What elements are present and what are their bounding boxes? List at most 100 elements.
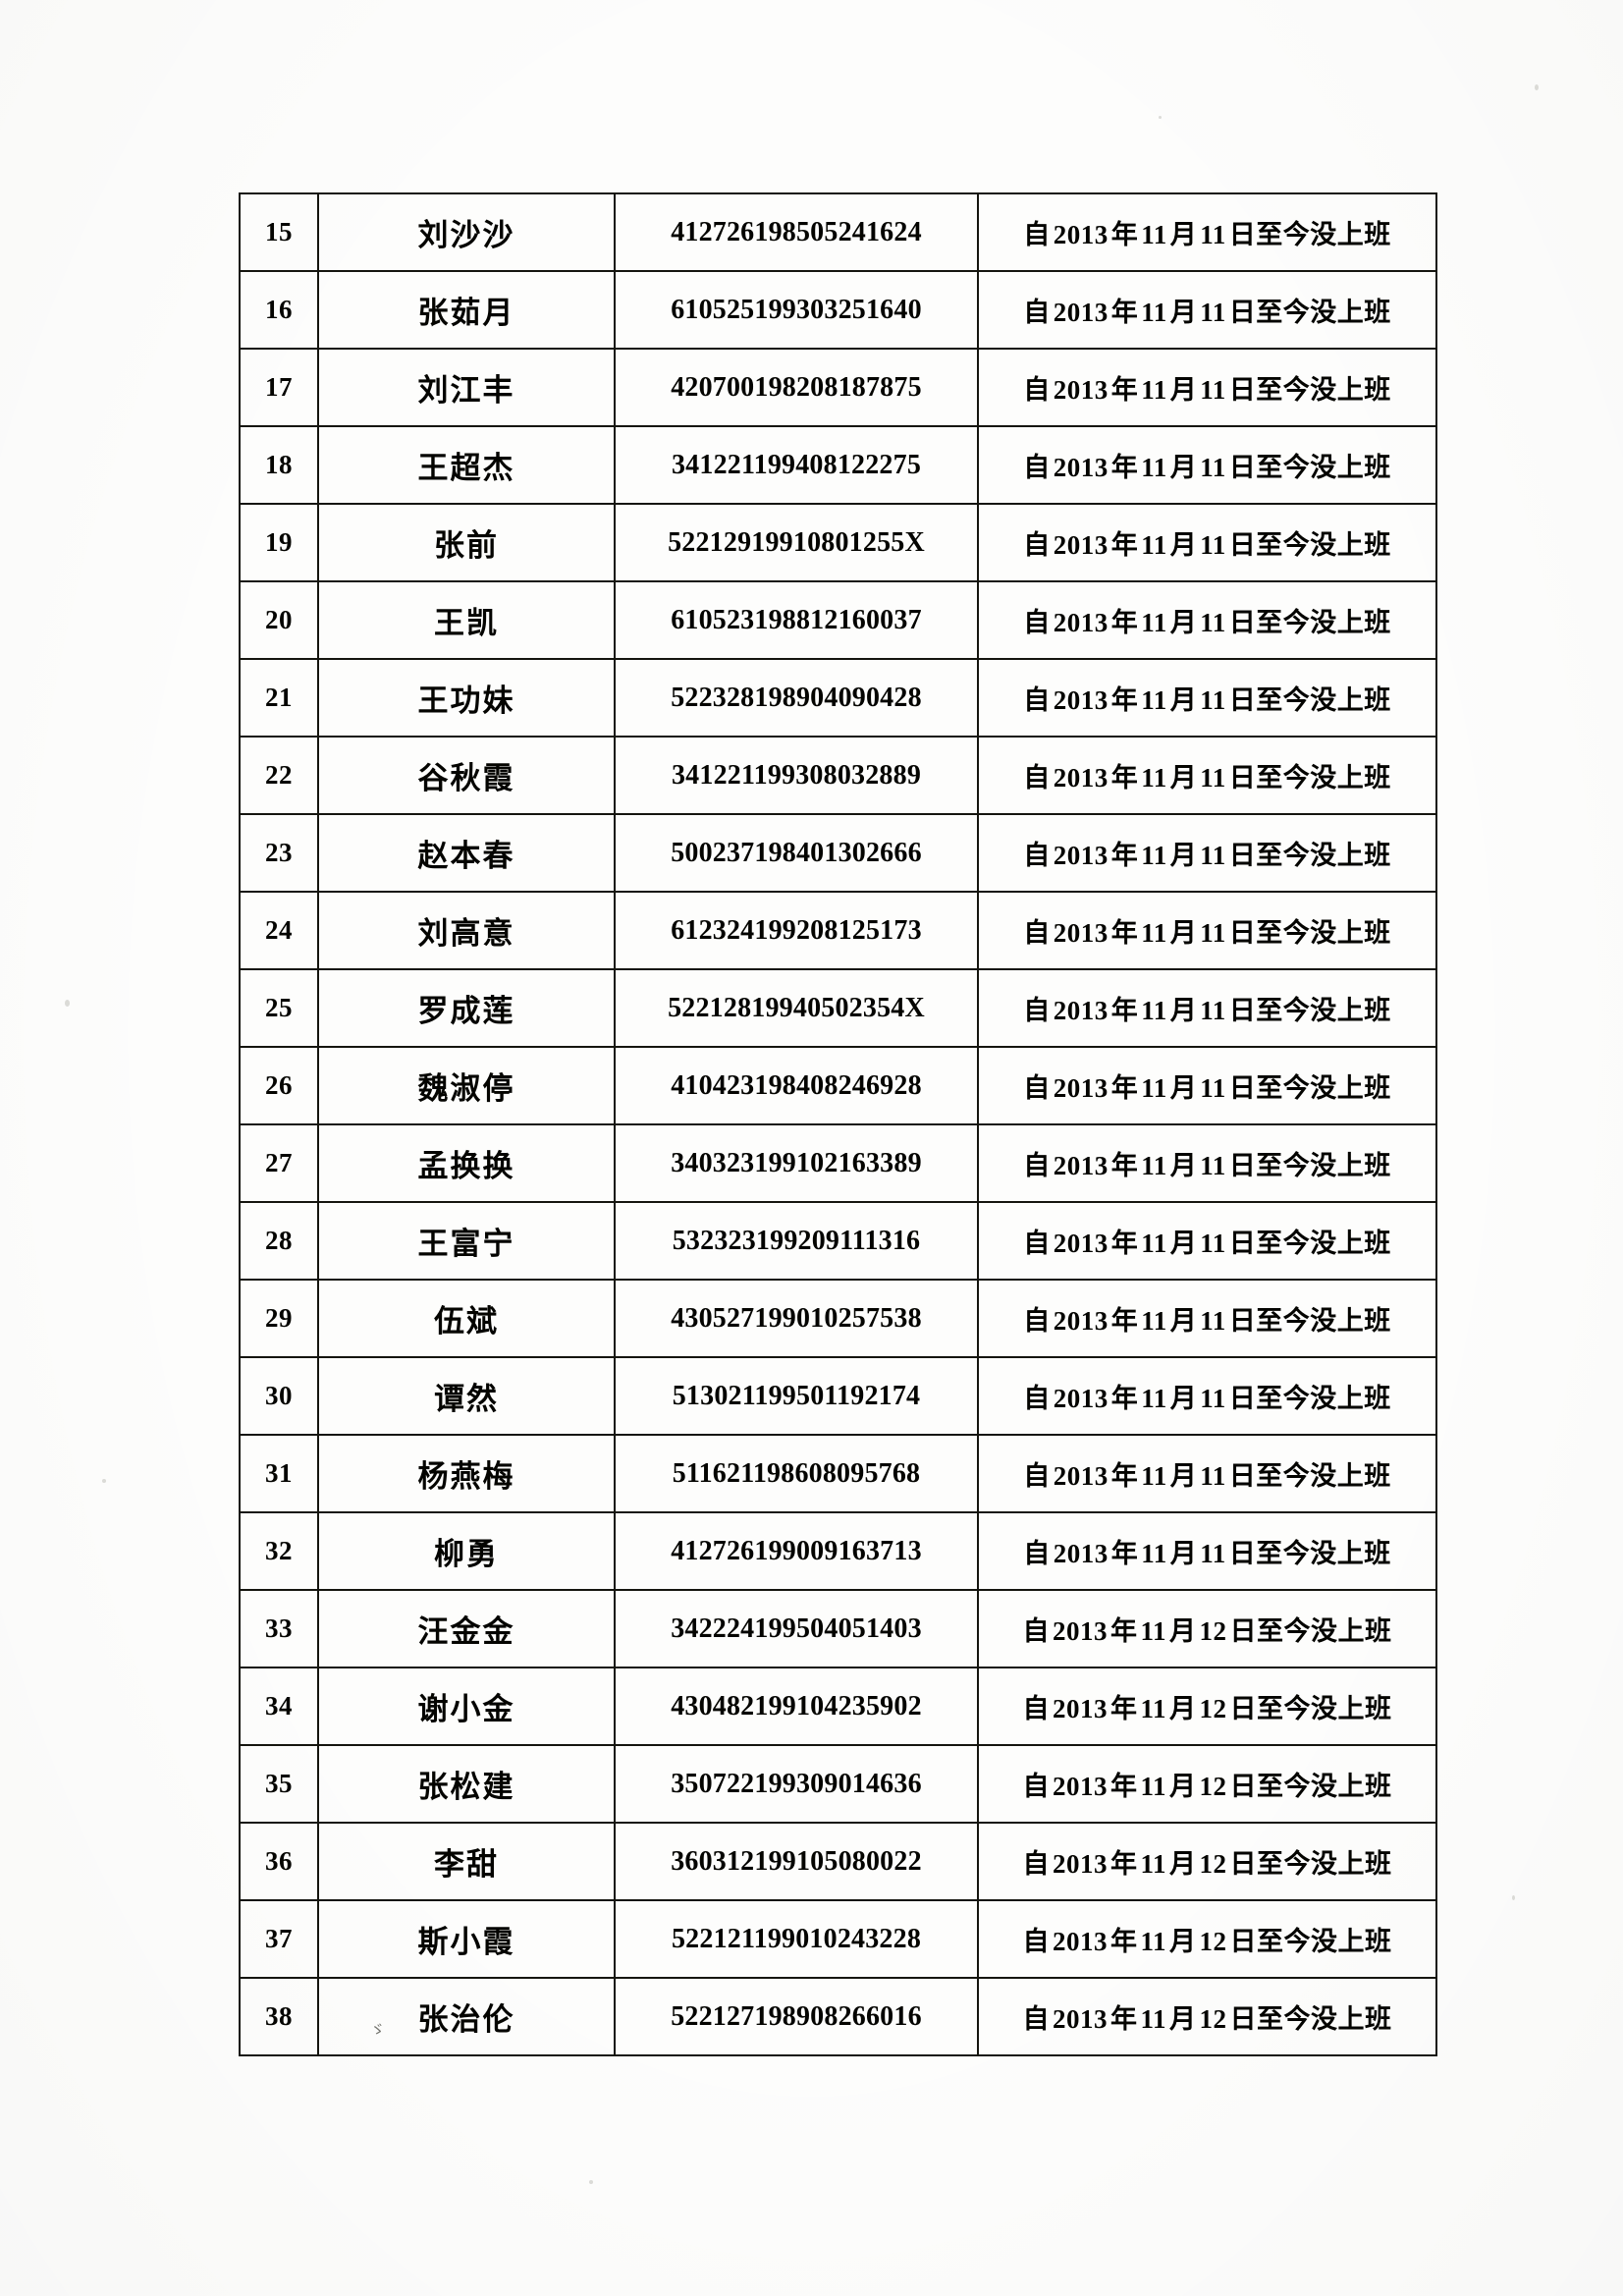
- note-year: 2013: [1052, 1849, 1108, 1879]
- note-day: 11: [1200, 375, 1226, 405]
- id-number-cell: 52212819940502354X: [614, 968, 979, 1048]
- absence-note-text: 自 2013 年 11 月 11 日至今没上班: [1022, 523, 1392, 562]
- note-day: 12: [1199, 1849, 1227, 1879]
- person-name-cell: 谭然: [317, 1356, 616, 1436]
- absence-note-cell: 自 2013 年 11 月 11 日至今没上班: [977, 813, 1437, 893]
- note-month: 11: [1141, 1539, 1167, 1568]
- absence-note-text: 自 2013 年 11 月 12 日至今没上班: [1021, 1997, 1392, 2036]
- table-row: 31 杨燕梅 511621198608095768 自 2013 年 11 月 11 日至今没上班: [239, 1434, 1437, 1513]
- absence-note-cell: 自 2013 年 11 月 12 日至今没上班: [977, 1822, 1437, 1901]
- note-year: 2013: [1052, 1772, 1108, 1801]
- row-index-cell: 15: [239, 192, 319, 272]
- absence-note-cell: 自 2013 年 11 月 11 日至今没上班: [977, 891, 1437, 970]
- note-day: 11: [1200, 453, 1226, 482]
- person-name-cell: 王凯: [317, 580, 616, 660]
- absence-note-cell: 自 2013 年 11 月 11 日至今没上班: [977, 968, 1437, 1048]
- note-month-unit: 月: [1169, 1461, 1198, 1492]
- note-year-unit: 年: [1109, 1849, 1138, 1880]
- note-month: 11: [1140, 1616, 1166, 1646]
- note-prefix: 自: [1023, 375, 1051, 406]
- note-year: 2013: [1052, 2004, 1108, 2034]
- id-number-text: 52212819940502354X: [668, 992, 925, 1023]
- absence-note-cell: 自 2013 年 11 月 11 日至今没上班: [977, 1511, 1437, 1591]
- table-row: 16 张茹月 610525199303251640 自 2013 年 11 月 11 日至今没上班: [239, 270, 1437, 350]
- note-prefix: 自: [1022, 2004, 1050, 2035]
- id-number-text: 341221199408122275: [671, 449, 922, 480]
- person-name-text: 斯小霞: [417, 1925, 515, 1960]
- person-name-cell: 谢小金: [317, 1667, 616, 1746]
- row-index-cell: 24: [239, 891, 319, 970]
- note-day: 11: [1200, 608, 1226, 637]
- id-number-text: 420700198208187875: [671, 371, 922, 403]
- note-prefix: 自: [1023, 1461, 1051, 1492]
- row-index-text: 25: [265, 993, 293, 1022]
- note-prefix: 自: [1022, 1616, 1050, 1647]
- absence-note-text: 自 2013 年 11 月 11 日至今没上班: [1022, 756, 1392, 794]
- row-index-text: 16: [265, 295, 293, 324]
- note-prefix: 自: [1023, 841, 1051, 871]
- note-prefix: 自: [1022, 1849, 1050, 1880]
- absence-note-text: 自 2013 年 11 月 12 日至今没上班: [1021, 1842, 1392, 1881]
- note-month: 11: [1141, 1461, 1167, 1491]
- note-prefix: 自: [1023, 1229, 1051, 1259]
- id-number-text: 522127198908266016: [671, 2000, 922, 2032]
- id-number-cell: 340323199102163389: [614, 1123, 979, 1203]
- row-index-text: 32: [265, 1536, 293, 1565]
- note-prefix: 自: [1023, 763, 1051, 793]
- scan-speck: [1159, 116, 1162, 119]
- person-name-cell: 张松建: [317, 1744, 616, 1824]
- note-year: 2013: [1053, 1229, 1109, 1258]
- note-year-unit: 年: [1110, 685, 1139, 716]
- note-year: 2013: [1053, 608, 1109, 637]
- id-number-cell: 610525199303251640: [614, 270, 979, 350]
- id-number-cell: 511621198608095768: [614, 1434, 979, 1513]
- table-row: 22 谷秋霞 341221199308032889 自 2013 年 11 月 11 日至今没上班: [239, 736, 1437, 815]
- id-number-text: 500237198401302666: [671, 837, 922, 868]
- note-prefix: 自: [1023, 1306, 1051, 1337]
- note-day: 12: [1199, 2004, 1227, 2034]
- note-day: 12: [1199, 1772, 1227, 1801]
- table-row: 19 张前 522129199108012​55X 自 2013 年 11 月 11 日至今没上班: [239, 503, 1437, 582]
- person-name-text: 刘江丰: [417, 373, 515, 409]
- note-day-unit: 日至今没上班: [1228, 298, 1391, 328]
- table-row: 23 赵本春 500237198401302666 自 2013 年 11 月 11 日至今没上班: [239, 813, 1437, 893]
- absence-note-text: 自 2013 年 11 月 12 日至今没上班: [1021, 1920, 1392, 1958]
- id-number-cell: 522127198908266016: [614, 1977, 979, 2056]
- note-month: 11: [1141, 763, 1167, 793]
- note-month-unit: 月: [1169, 763, 1198, 793]
- note-day: 11: [1200, 1461, 1226, 1491]
- note-day: 11: [1200, 298, 1226, 327]
- absence-note-cell: 自 2013 年 11 月 11 日至今没上班: [977, 503, 1437, 582]
- note-prefix: 自: [1023, 1384, 1051, 1414]
- absence-note-text: 自 2013 年 11 月 11 日至今没上班: [1022, 446, 1392, 484]
- note-prefix: 自: [1023, 1151, 1051, 1181]
- note-year: 2013: [1053, 1306, 1109, 1336]
- note-day: 11: [1200, 1229, 1226, 1258]
- note-month-unit: 月: [1169, 1073, 1198, 1104]
- row-index-text: 34: [265, 1691, 293, 1721]
- row-index-cell: 33: [239, 1589, 319, 1668]
- note-year: 2013: [1053, 1539, 1109, 1568]
- person-name-cell: 斯小霞: [317, 1899, 616, 1979]
- note-month-unit: 月: [1169, 1772, 1197, 1802]
- person-name-text: 孟换换: [417, 1149, 515, 1184]
- row-index-cell: 25: [239, 968, 319, 1048]
- note-day-unit: 日至今没上班: [1228, 918, 1391, 949]
- note-year: 2013: [1053, 996, 1109, 1025]
- id-number-text: 350722199309014636: [671, 1768, 922, 1799]
- note-month: 11: [1141, 1073, 1167, 1103]
- person-name-cell: 孟换换: [317, 1123, 616, 1203]
- table-row: 35 张松建 350722199309014636 自 2013 年 11 月 12 日至今没上班: [239, 1744, 1437, 1824]
- note-year-unit: 年: [1110, 220, 1139, 250]
- row-index-cell: 28: [239, 1201, 319, 1281]
- row-index-text: 30: [265, 1381, 293, 1410]
- note-month-unit: 月: [1169, 220, 1198, 250]
- note-month: 11: [1141, 1229, 1167, 1258]
- person-name-text: 张茹月: [417, 296, 515, 331]
- note-prefix: 自: [1022, 1694, 1050, 1724]
- note-year-unit: 年: [1110, 1151, 1139, 1181]
- table-row: 32 柳勇 412726199009163713 自 2013 年 11 月 11 日至今没上班: [239, 1511, 1437, 1591]
- note-year-unit: 年: [1110, 298, 1139, 328]
- note-year-unit: 年: [1110, 375, 1139, 406]
- table-row: 29 伍斌 430527199010257538 自 2013 年 11 月 11 日至今没上班: [239, 1279, 1437, 1358]
